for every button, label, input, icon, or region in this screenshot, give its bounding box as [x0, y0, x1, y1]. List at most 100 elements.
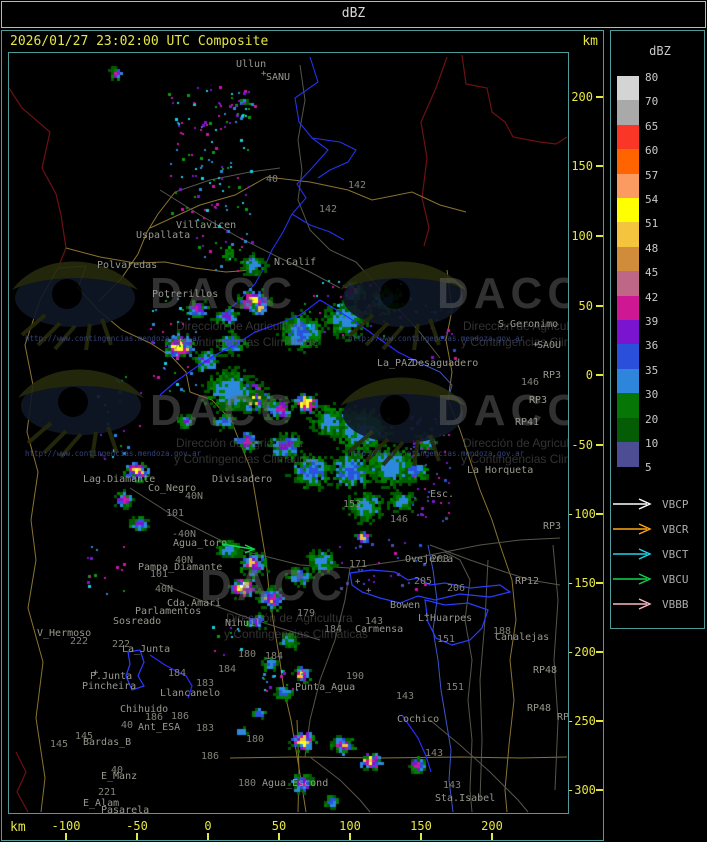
- route-number-label: 40N: [185, 491, 203, 502]
- timestamp-label: 2026/01/27 23:02:00 UTC Composite: [10, 34, 268, 49]
- route-number-label: 151: [446, 682, 464, 693]
- map-overlay-layer: DACCDirección de Agriculturay Contingenc…: [9, 53, 568, 813]
- color-scale-box: [617, 100, 639, 125]
- color-scale-tick-label: 39: [645, 315, 675, 328]
- color-scale-box: [617, 271, 639, 296]
- route-number-label: 171: [349, 559, 367, 570]
- x-axis-tick-mark: [278, 833, 280, 840]
- y-axis-tick-label: -100: [567, 507, 593, 521]
- storm-vector-arrow-icon: [612, 598, 654, 610]
- color-scale-tick-label: 60: [645, 144, 675, 157]
- color-scale-box: [617, 418, 639, 443]
- station-cross-marker: +: [424, 611, 430, 621]
- storm-vector-arrow-icon: [612, 523, 654, 535]
- station-cross-marker: +: [261, 69, 267, 79]
- legend-item: VBCP: [612, 497, 689, 511]
- route-number-label: 40N: [155, 584, 173, 595]
- y-axis-unit: km: [574, 34, 598, 49]
- place-name-label: Llancanelo: [160, 688, 220, 699]
- y-axis-tick-label: 50: [567, 299, 593, 313]
- y-axis-tick-label: -150: [567, 576, 593, 590]
- route-number-label: 184: [324, 624, 342, 635]
- place-name-label: La_Junta: [122, 644, 170, 655]
- y-axis-tick-mark: [596, 582, 603, 584]
- place-name-label: N.Calif: [274, 257, 316, 268]
- place-name-label: Agua_toro: [173, 538, 227, 549]
- route-number-label: 142: [319, 204, 337, 215]
- place-name-label: RP3: [543, 370, 561, 381]
- place-name-label: Pasarela: [101, 805, 149, 813]
- x-axis-tick-label: -50: [119, 819, 155, 833]
- route-number-label: 186: [171, 711, 189, 722]
- color-scale-tick-label: 5: [645, 461, 675, 474]
- watermark-line1: Dirección de Agricultura: [176, 319, 303, 333]
- place-name-label: Bardas_B: [83, 737, 131, 748]
- route-number-label: 186: [201, 751, 219, 762]
- y-axis-tick-mark: [596, 651, 603, 653]
- color-scale-box: [617, 125, 639, 150]
- route-number-label: 40: [266, 174, 278, 185]
- x-axis-tick-label: -100: [48, 819, 84, 833]
- station-cross-marker: +: [93, 668, 99, 678]
- x-axis-tick-mark: [491, 833, 493, 840]
- color-scale-box: [617, 174, 639, 199]
- watermark-url: http://www.contingencias.mendoza.gov.ar: [25, 449, 202, 458]
- route-number-label: 222: [70, 636, 88, 647]
- x-axis-tick-mark: [207, 833, 209, 840]
- color-scale-box: [617, 344, 639, 369]
- color-scale-box: [617, 247, 639, 272]
- place-name-label: Esc.: [430, 489, 454, 500]
- radar-map-view: DACCDirección de Agriculturay Contingenc…: [9, 53, 568, 813]
- place-name-label: Desaguadero: [412, 358, 478, 369]
- title-bar: dBZ: [1, 1, 706, 28]
- place-name-label: Pincheira: [82, 681, 136, 692]
- route-number-label: 221: [98, 787, 116, 798]
- place-name-label: Sta.Isabel: [435, 793, 495, 804]
- legend-item-label: VBCU: [662, 573, 689, 586]
- route-number-label: 143: [443, 780, 461, 791]
- watermark-line1: Dirección de Agricultura: [176, 436, 303, 450]
- color-scale-tick-label: 51: [645, 217, 675, 230]
- color-scale-box: [617, 76, 639, 101]
- route-number-label: 184: [218, 664, 236, 675]
- color-scale-tick-label: 70: [645, 95, 675, 108]
- route-number-label: 180: [238, 778, 256, 789]
- place-name-label: Uspallata: [136, 230, 190, 241]
- storm-vector-arrow-icon: [612, 498, 654, 510]
- watermark-acronym: DACC: [437, 269, 568, 318]
- watermark-eye-logo: [18, 370, 144, 459]
- place-name-label: SANU: [266, 72, 290, 83]
- x-axis-tick-mark: [65, 833, 67, 840]
- color-scale-tick-label: 57: [645, 169, 675, 182]
- place-name-label: RP48: [533, 665, 557, 676]
- watermark-line1: Dirección de Agricultura: [463, 436, 568, 450]
- color-scale-tick-label: 45: [645, 266, 675, 279]
- route-number-label: 205: [414, 576, 432, 587]
- x-axis-tick-label: 150: [403, 819, 439, 833]
- color-scale-tick-label: 42: [645, 291, 675, 304]
- y-axis-tick-label: -250: [567, 714, 593, 728]
- place-name-label: Nihuil: [225, 618, 261, 629]
- place-name-label: Polvaredas: [97, 260, 157, 271]
- watermark-url: http://www.contingencias.mendoza.gov.ar: [348, 334, 525, 343]
- x-axis-tick-mark: [349, 833, 351, 840]
- place-name-label: Potrerillos: [152, 289, 218, 300]
- y-axis-tick-label: 0: [567, 368, 593, 382]
- y-axis-tick-mark: [596, 165, 603, 167]
- color-scale-tick-label: 20: [645, 413, 675, 426]
- color-scale-tick-label: 80: [645, 71, 675, 84]
- place-name-label: Sosreado: [113, 616, 161, 627]
- y-axis-tick-mark: [596, 305, 603, 307]
- x-axis-tick-mark: [420, 833, 422, 840]
- route-number-label: 40: [121, 720, 133, 731]
- route-number-label: 179: [297, 608, 315, 619]
- y-axis-tick-label: -50: [567, 438, 593, 452]
- route-number-label: 203: [431, 554, 449, 565]
- place-name-label: La Horqueta: [467, 465, 533, 476]
- y-axis-tick-label: 150: [567, 159, 593, 173]
- station-cross-marker: +: [366, 586, 372, 596]
- place-name-label: RP12: [515, 576, 539, 587]
- legend-item: VBCU: [612, 572, 689, 586]
- route-number-label: 146: [390, 514, 408, 525]
- route-number-label: 180: [246, 734, 264, 745]
